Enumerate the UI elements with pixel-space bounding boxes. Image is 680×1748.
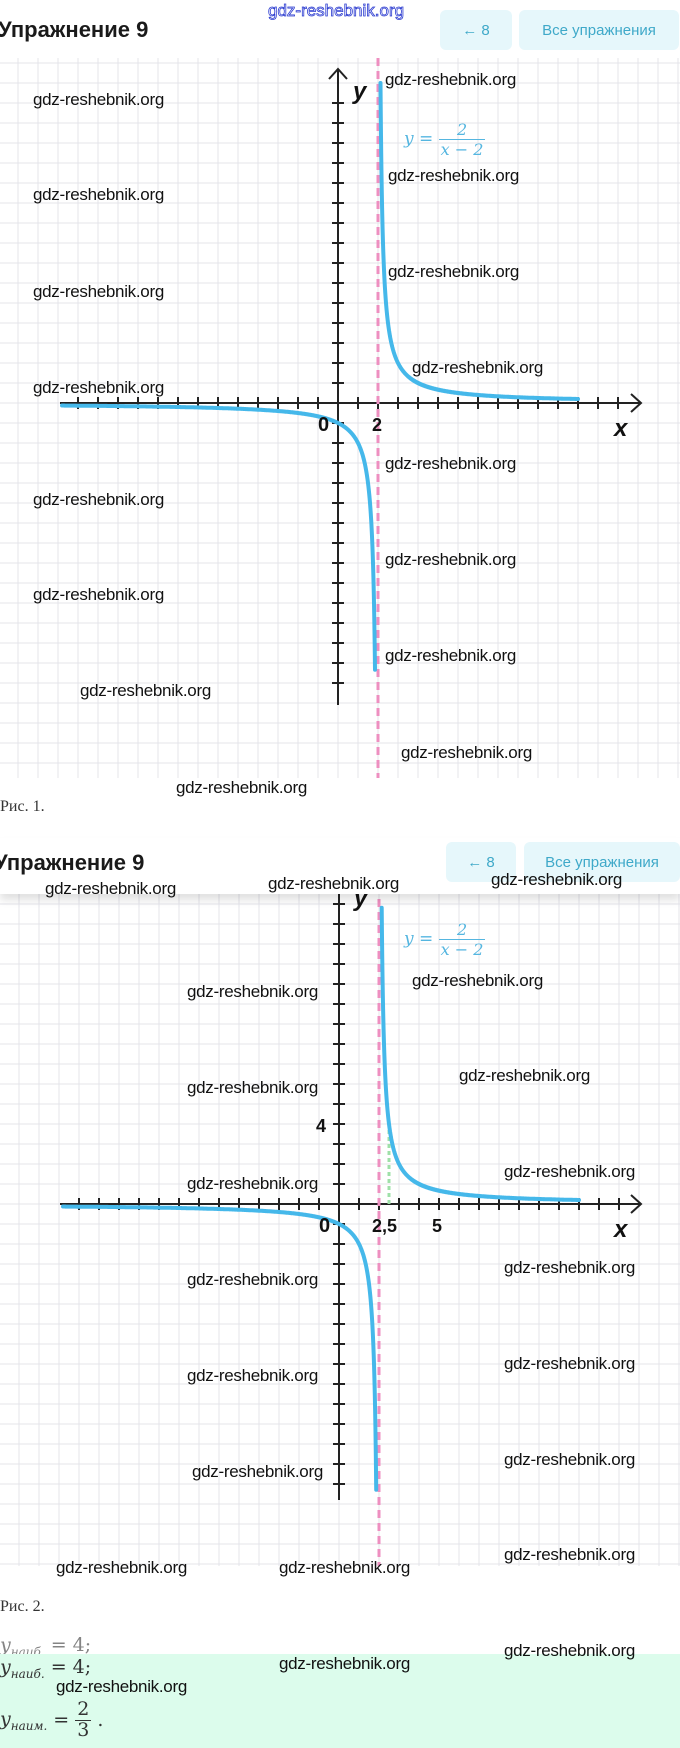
watermark: gdz-reshebnik.org (187, 982, 318, 1001)
watermark: gdz-reshebnik.org (33, 585, 164, 604)
watermark: gdz-reshebnik.org (192, 1462, 323, 1481)
site-watermark-top: gdz-reshebnik.org (268, 1, 405, 21)
watermark: gdz-reshebnik.org (412, 358, 543, 377)
formula-denominator: x − 2 (438, 139, 486, 159)
watermark: gdz-reshebnik.org (385, 550, 516, 569)
answer-sub: наиб. (10, 1666, 45, 1681)
answer-box (0, 1654, 680, 1748)
x-axis-arrow-icon (630, 393, 643, 413)
page-title: Упражнение 9 (0, 17, 149, 42)
watermark: gdz-reshebnik.org (279, 1558, 410, 1577)
formula-numerator: 2 (456, 920, 468, 939)
prev-exercise-button-sticky[interactable]: ← 8 (446, 842, 516, 882)
watermark: gdz-reshebnik.org (504, 1354, 635, 1373)
x-tick-label: 5 (432, 1216, 442, 1236)
x-axis-label: x (612, 415, 629, 442)
answer-end: . (97, 1709, 104, 1732)
answer-var: y (0, 1708, 11, 1731)
answer-var: y (0, 1656, 11, 1678)
watermark: gdz-reshebnik.org (388, 166, 519, 185)
watermark: gdz-reshebnik.org (80, 681, 211, 700)
answer-denominator: 3 (75, 1718, 92, 1741)
watermark: gdz-reshebnik.org (504, 1258, 635, 1277)
x-axis-label: x (612, 1216, 629, 1243)
answer-value: = 4; (50, 1634, 92, 1654)
answer-eq: = (53, 1709, 70, 1732)
watermark: gdz-reshebnik.org (187, 1078, 318, 1097)
watermark: gdz-reshebnik.org (56, 1558, 187, 1577)
function-label-2: y = 2 x − 2 (404, 920, 486, 959)
watermark: gdz-reshebnik.org (504, 1641, 635, 1660)
x-tick-label: 2,5 (372, 1216, 397, 1236)
watermark: gdz-reshebnik.org (187, 1174, 318, 1193)
page-title-sticky: Упражнение 9 (0, 850, 145, 875)
watermark: gdz-reshebnik.org (279, 1654, 410, 1673)
watermark: gdz-reshebnik.org (412, 971, 543, 990)
watermark: gdz-reshebnik.org (268, 874, 399, 893)
answer-sub: наиб. (10, 1644, 45, 1654)
x-axis-arrow-icon (630, 1194, 643, 1214)
figure-1-graph: 0 x y 2 (0, 58, 680, 778)
answer-max: yнаиб. = 4; (0, 1656, 91, 1681)
figure-2-graph: 0 xy2,5 54 (0, 886, 680, 1566)
curve-right-branch (378, 81, 580, 401)
curve-left-branch (61, 1204, 379, 1492)
answer-value: = 4; (50, 1656, 92, 1678)
y-axis-arrow-icon (328, 67, 348, 80)
watermark: gdz-reshebnik.org (401, 743, 532, 762)
all-exercises-button-sticky[interactable]: Все упражнения (524, 842, 680, 882)
watermark: gdz-reshebnik.org (459, 1066, 590, 1085)
answer-var: y (0, 1634, 11, 1654)
curve-left-branch (60, 403, 377, 672)
watermark: gdz-reshebnik.org (491, 870, 622, 889)
watermark: gdz-reshebnik.org (385, 70, 516, 89)
watermark: gdz-reshebnik.org (56, 1677, 187, 1696)
answer-numerator: 2 (77, 1698, 90, 1720)
figure-1-caption: Рис. 1. (0, 798, 45, 815)
prev-exercise-button[interactable]: ← 8 (440, 10, 512, 50)
answer-min: yнаим. = 2 3 . (0, 1698, 104, 1741)
watermark: gdz-reshebnik.org (33, 490, 164, 509)
watermark: gdz-reshebnik.org (504, 1450, 635, 1469)
watermark: gdz-reshebnik.org (33, 90, 164, 109)
watermark: gdz-reshebnik.org (504, 1162, 635, 1181)
watermark: gdz-reshebnik.org (187, 1270, 318, 1289)
figure-2-caption: Рис. 2. (0, 1598, 45, 1615)
answer-max-faded: yнаиб. = 4; (0, 1634, 91, 1654)
watermark: gdz-reshebnik.org (504, 1545, 635, 1564)
y-axis-label: y (352, 78, 368, 105)
x-tick-label: 2 (372, 415, 382, 435)
sticky-header: Упражнение 9 ← 8 Все упражнения (0, 838, 680, 894)
watermark: gdz-reshebnik.org (33, 282, 164, 301)
y-tick-label: 4 (316, 1116, 326, 1136)
watermark: gdz-reshebnik.org (33, 185, 164, 204)
all-exercises-button[interactable]: Все упражнения (519, 10, 679, 50)
watermark: gdz-reshebnik.org (385, 646, 516, 665)
formula-denominator: x − 2 (438, 939, 486, 959)
formula-lhs: y = (404, 129, 434, 149)
answer-sub: наим. (10, 1718, 48, 1733)
function-label: y = 2 x − 2 (404, 120, 486, 159)
formula-numerator: 2 (456, 120, 468, 139)
watermark: gdz-reshebnik.org (187, 1366, 318, 1385)
origin-label: 0 (318, 414, 329, 436)
formula-lhs: y = (404, 929, 434, 949)
watermark: gdz-reshebnik.org (33, 378, 164, 397)
watermark: gdz-reshebnik.org (388, 262, 519, 281)
origin-label: 0 (319, 1215, 330, 1237)
watermark: gdz-reshebnik.org (176, 778, 307, 797)
watermark: gdz-reshebnik.org (45, 879, 176, 898)
watermark: gdz-reshebnik.org (385, 454, 516, 473)
curve-right-branch (379, 905, 581, 1202)
